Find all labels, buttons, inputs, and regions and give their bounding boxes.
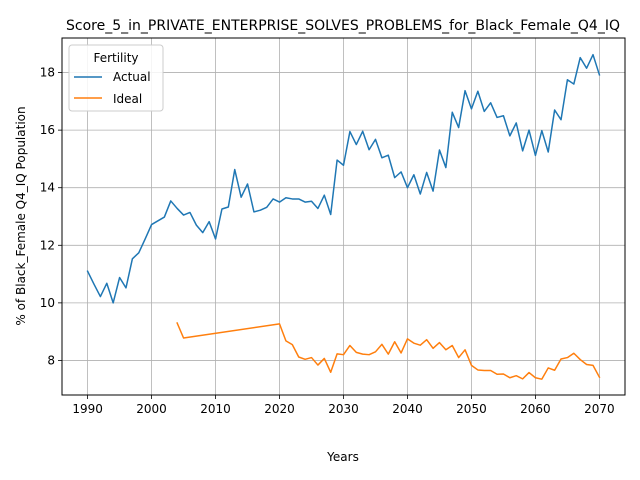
x-tick-label: 2010 (200, 402, 231, 416)
x-tick-label: 2060 (520, 402, 551, 416)
x-tick-label: 2000 (136, 402, 167, 416)
y-tick-label: 10 (40, 296, 55, 310)
series-lines (86, 53, 601, 380)
y-tick-label: 8 (47, 353, 55, 367)
y-axis-label: % of Black_Female Q4_IQ Population (14, 106, 28, 325)
x-tick-label: 1990 (72, 402, 103, 416)
y-tick-label: 16 (40, 123, 55, 137)
x-tick-label: 2030 (328, 402, 359, 416)
series-line-actual (86, 53, 601, 304)
y-tick-label: 12 (40, 238, 55, 252)
legend: Fertility Actual Ideal (68, 44, 164, 112)
x-tick-label: 2040 (392, 402, 423, 416)
x-tick-label: 2020 (264, 402, 295, 416)
legend-title: Fertility (93, 51, 138, 65)
y-tick-label: 14 (40, 181, 55, 195)
series-line-ideal (176, 322, 601, 380)
legend-label-actual: Actual (113, 70, 151, 84)
y-tick-label: 18 (40, 66, 55, 80)
x-tick-label: 2050 (456, 402, 487, 416)
grid (62, 38, 625, 395)
x-tick-label: 2070 (584, 402, 615, 416)
legend-box (68, 44, 164, 112)
x-axis-label: Years (326, 450, 359, 464)
chart-title: Score_5_in_PRIVATE_ENTERPRISE_SOLVES_PRO… (66, 18, 620, 34)
axis-ticks: 1990 2000 2010 2020 2030 2040 2050 2060 2070 8 10 1… (40, 66, 615, 416)
legend-label-ideal: Ideal (113, 92, 142, 106)
